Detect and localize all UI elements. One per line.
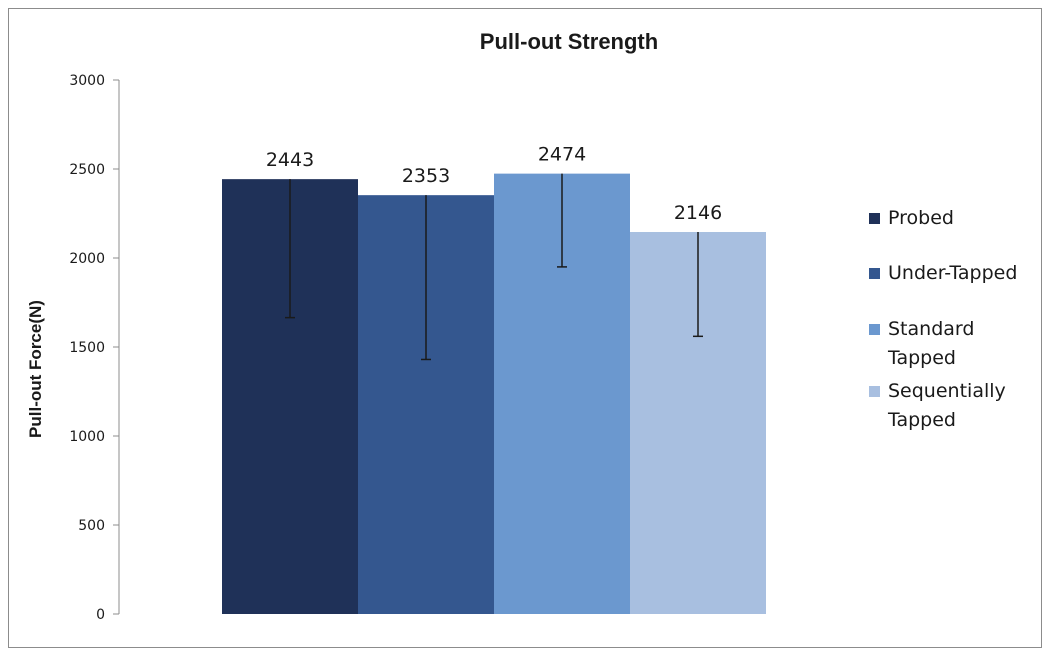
legend-label: Tapped — [887, 347, 956, 369]
legend-label: Tapped — [887, 409, 956, 431]
y-tick-label: 500 — [78, 518, 105, 534]
y-tick-label: 2000 — [69, 251, 105, 267]
data-label: 2474 — [538, 144, 586, 166]
data-label: 2146 — [674, 202, 722, 224]
y-tick-label: 0 — [96, 607, 105, 623]
data-label: 2443 — [266, 149, 314, 171]
legend-label: Under-Tapped — [888, 262, 1017, 284]
data-labels-group: 2443 2353 2474 2146 — [266, 144, 722, 224]
legend-label: Standard — [888, 318, 974, 340]
chart-frame: Pull-out Strength Pull-out Force(N) 0 500… — [8, 8, 1042, 648]
error-bars-group — [285, 173, 703, 361]
y-axis-label: Pull-out Force(N) — [26, 300, 45, 438]
y-tick-label: 1500 — [69, 340, 105, 356]
y-axis: 0 500 1000 1500 2000 2500 3000 — [69, 73, 120, 623]
legend-label: Sequentially — [888, 380, 1006, 402]
data-label: 2353 — [402, 165, 450, 187]
y-tick-label: 3000 — [69, 73, 105, 89]
legend-label: Probed — [888, 207, 954, 229]
legend-swatch — [869, 386, 880, 397]
legend-swatch — [869, 213, 880, 224]
chart-svg: Pull-out Strength Pull-out Force(N) 0 500… — [26, 29, 1017, 623]
legend: Probed Under-Tapped Standard Tapped Sequenti… — [869, 207, 1017, 431]
y-tick-label: 2500 — [69, 162, 105, 178]
y-tick-label: 1000 — [69, 429, 105, 445]
legend-swatch — [869, 268, 880, 279]
legend-swatch — [869, 324, 880, 335]
bars-group — [222, 173, 766, 615]
chart-title: Pull-out Strength — [480, 29, 658, 54]
